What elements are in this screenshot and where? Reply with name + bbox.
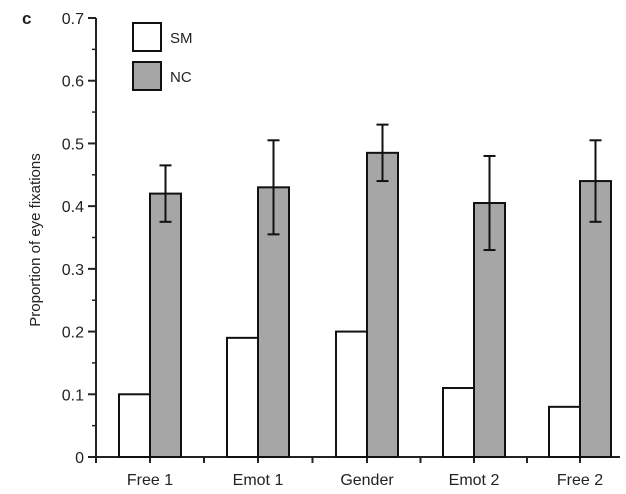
bar-sm [335,330,368,459]
bar-sm [226,336,259,459]
y-tick-label: 0.2 [62,325,84,342]
x-tick-label: Emot 2 [449,472,500,489]
y-tick-label: 0.7 [62,11,84,28]
y-axis-title: Proportion of eye fixations [27,153,44,326]
bar-nc [579,180,612,459]
legend-swatch-nc [132,61,162,91]
x-tick-label: Gender [340,472,394,489]
bar-sm [442,387,475,458]
bar-sm [548,405,581,459]
panel-label: c [22,9,31,28]
x-tick-label: Free 2 [557,472,603,489]
x-tick-label: Emot 1 [233,472,284,489]
legend-label-nc: NC [170,69,192,86]
y-tick-label: 0.1 [62,387,84,404]
bars-group [118,123,612,459]
y-tick-label: 0.4 [62,199,84,216]
bar-nc [366,151,399,458]
legend-swatch-sm [132,22,162,52]
bar-sm [118,393,151,458]
y-tick-label: 0.5 [62,136,84,153]
legend-label-sm: SM [170,30,193,47]
y-tick-label: 0.6 [62,74,84,91]
y-tick-label: 0.3 [62,262,84,279]
bar-nc [149,192,182,458]
x-tick-label: Free 1 [127,472,173,489]
legend: SM NC [132,22,193,91]
axes: 0 0.1 0.2 0.3 0.4 0.5 0.6 0.7 Free 1 Emot 1 Gender… [62,11,620,489]
y-tick-label: 0 [75,450,84,467]
